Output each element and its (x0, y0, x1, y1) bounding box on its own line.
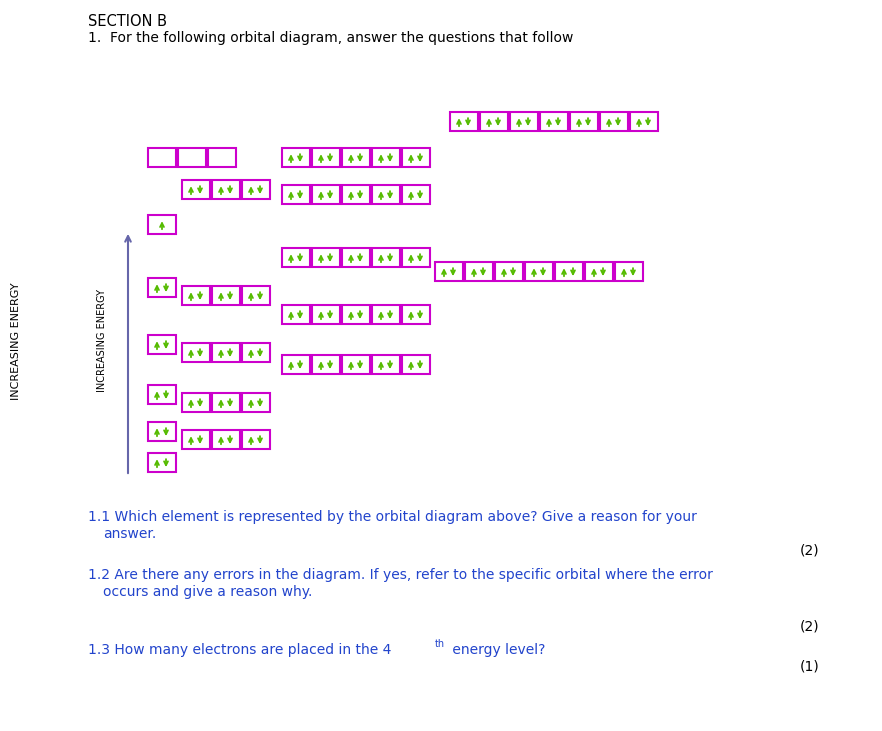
Bar (372, 248, 400, 267)
Bar (570, 112, 598, 131)
Bar (148, 422, 176, 441)
Text: occurs and give a reason why.: occurs and give a reason why. (103, 585, 312, 599)
Bar (450, 112, 478, 131)
Bar (312, 248, 340, 267)
Text: 1.2 Are there any errors in the diagram. If yes, refer to the specific orbital w: 1.2 Are there any errors in the diagram.… (88, 568, 713, 582)
Bar (182, 430, 210, 449)
Bar (600, 112, 628, 131)
Bar (510, 112, 538, 131)
Text: (2): (2) (800, 544, 819, 558)
Bar (342, 355, 370, 374)
Bar (402, 185, 430, 204)
Bar (182, 393, 210, 412)
Text: (1): (1) (800, 660, 819, 674)
Bar (242, 430, 270, 449)
Bar (182, 286, 210, 305)
Bar (630, 112, 658, 131)
Bar (282, 355, 310, 374)
Text: INCREASING ENERGY: INCREASING ENERGY (11, 282, 21, 400)
Bar (242, 286, 270, 305)
Bar (148, 148, 176, 167)
Bar (148, 215, 176, 234)
Bar (615, 262, 643, 281)
Bar (342, 305, 370, 324)
Bar (372, 355, 400, 374)
Bar (212, 286, 240, 305)
Bar (402, 305, 430, 324)
Text: 1.1 Which element is represented by the orbital diagram above? Give a reason for: 1.1 Which element is represented by the … (88, 510, 697, 524)
Text: (2): (2) (800, 620, 819, 634)
Bar (480, 112, 508, 131)
Bar (585, 262, 613, 281)
Bar (148, 385, 176, 404)
Text: energy level?: energy level? (448, 643, 545, 657)
Bar (212, 430, 240, 449)
Text: SECTION B: SECTION B (88, 14, 167, 29)
Bar (182, 180, 210, 199)
Bar (312, 148, 340, 167)
Bar (372, 148, 400, 167)
Text: 1.3 How many electrons are placed in the 4: 1.3 How many electrons are placed in the… (88, 643, 392, 657)
Text: 1.  For the following orbital diagram, answer the questions that follow: 1. For the following orbital diagram, an… (88, 31, 573, 45)
Bar (282, 185, 310, 204)
Text: answer.: answer. (103, 527, 156, 541)
Bar (208, 148, 236, 167)
Bar (372, 185, 400, 204)
Bar (212, 393, 240, 412)
Bar (148, 453, 176, 472)
Bar (282, 248, 310, 267)
Bar (525, 262, 553, 281)
Bar (555, 262, 583, 281)
Bar (242, 393, 270, 412)
Bar (342, 185, 370, 204)
Bar (148, 335, 176, 354)
Bar (312, 305, 340, 324)
Bar (342, 248, 370, 267)
Bar (402, 148, 430, 167)
Bar (242, 343, 270, 362)
Bar (402, 248, 430, 267)
Bar (282, 148, 310, 167)
Bar (540, 112, 568, 131)
Bar (312, 355, 340, 374)
Bar (282, 305, 310, 324)
Bar (148, 278, 176, 297)
Bar (312, 185, 340, 204)
Bar (495, 262, 523, 281)
Text: th: th (435, 639, 445, 649)
Bar (182, 343, 210, 362)
Bar (212, 343, 240, 362)
Text: INCREASING ENERGY: INCREASING ENERGY (97, 289, 107, 393)
Bar (372, 305, 400, 324)
Bar (342, 148, 370, 167)
Bar (212, 180, 240, 199)
Bar (465, 262, 493, 281)
Bar (402, 355, 430, 374)
Bar (178, 148, 206, 167)
Bar (242, 180, 270, 199)
Bar (435, 262, 463, 281)
